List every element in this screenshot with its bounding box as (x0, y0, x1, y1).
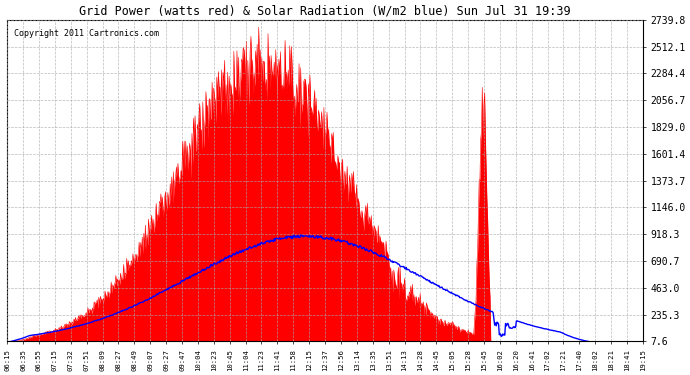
Text: Copyright 2011 Cartronics.com: Copyright 2011 Cartronics.com (14, 29, 159, 38)
Title: Grid Power (watts red) & Solar Radiation (W/m2 blue) Sun Jul 31 19:39: Grid Power (watts red) & Solar Radiation… (79, 4, 571, 17)
